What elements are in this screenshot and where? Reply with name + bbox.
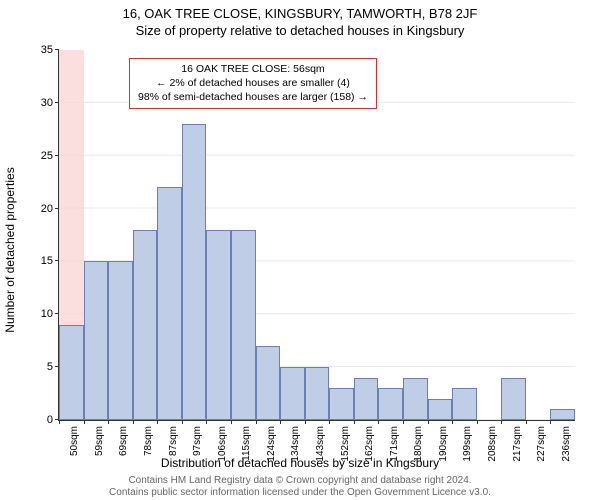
histogram-bar: [329, 388, 354, 420]
y-tick-mark: [55, 49, 59, 50]
histogram-bar: [403, 378, 428, 420]
histogram-bar: [428, 399, 453, 420]
histogram-bar: [59, 325, 84, 420]
y-tick-label: 35: [29, 44, 59, 56]
y-tick-mark: [55, 208, 59, 209]
x-tick-mark: [329, 420, 330, 424]
histogram-bar: [378, 388, 403, 420]
x-tick-label: 69sqm: [118, 426, 129, 456]
annotation-line1: 16 OAK TREE CLOSE: 56sqm: [138, 62, 368, 76]
annotation-callout: 16 OAK TREE CLOSE: 56sqm ← 2% of detache…: [129, 58, 377, 109]
x-tick-mark: [108, 420, 109, 424]
x-tick-mark: [133, 420, 134, 424]
y-tick-label: 15: [29, 255, 59, 267]
x-tick-mark: [206, 420, 207, 424]
y-tick-mark: [55, 313, 59, 314]
y-tick-label: 5: [29, 361, 59, 373]
histogram-bar: [133, 230, 158, 420]
histogram-bar: [84, 261, 109, 420]
annotation-line3: 98% of semi-detached houses are larger (…: [138, 90, 368, 104]
y-tick-label: 0: [29, 414, 59, 426]
title-line2: Size of property relative to detached ho…: [0, 21, 600, 38]
x-tick-mark: [182, 420, 183, 424]
y-axis-label: Number of detached properties: [3, 167, 17, 332]
x-tick-mark: [305, 420, 306, 424]
x-tick-mark: [403, 420, 404, 424]
x-tick-label: 78sqm: [143, 426, 154, 456]
histogram-bar: [452, 388, 477, 420]
x-tick-mark: [354, 420, 355, 424]
histogram-bar: [305, 367, 330, 420]
x-tick-label: 97sqm: [192, 426, 203, 456]
y-tick-mark: [55, 155, 59, 156]
histogram-bar: [550, 409, 575, 420]
x-axis-label: Distribution of detached houses by size …: [0, 456, 600, 470]
x-tick-mark: [428, 420, 429, 424]
histogram-bar: [108, 261, 133, 420]
histogram-bar: [157, 187, 182, 420]
chart-container: 16, OAK TREE CLOSE, KINGSBURY, TAMWORTH,…: [0, 0, 600, 500]
footer-attribution: Contains HM Land Registry data © Crown c…: [0, 475, 600, 499]
x-tick-mark: [477, 420, 478, 424]
y-tick-label: 20: [29, 203, 59, 215]
x-tick-mark: [501, 420, 502, 424]
x-tick-mark: [84, 420, 85, 424]
x-tick-mark: [526, 420, 527, 424]
x-tick-mark: [280, 420, 281, 424]
histogram-bar: [206, 230, 231, 420]
footer-line2: Contains public sector information licen…: [0, 487, 600, 499]
x-tick-mark: [256, 420, 257, 424]
x-tick-label: 50sqm: [69, 426, 80, 456]
histogram-bar: [256, 346, 281, 420]
y-tick-label: 25: [29, 150, 59, 162]
histogram-bar: [231, 230, 256, 420]
x-tick-mark: [157, 420, 158, 424]
histogram-bar: [354, 378, 379, 420]
x-tick-label: 59sqm: [94, 426, 105, 456]
x-tick-mark: [550, 420, 551, 424]
title-line1: 16, OAK TREE CLOSE, KINGSBURY, TAMWORTH,…: [0, 0, 600, 21]
x-tick-mark: [59, 420, 60, 424]
x-tick-label: 87sqm: [168, 426, 179, 456]
x-tick-mark: [231, 420, 232, 424]
y-tick-label: 30: [29, 97, 59, 109]
x-tick-mark: [378, 420, 379, 424]
x-tick-mark: [452, 420, 453, 424]
y-tick-mark: [55, 102, 59, 103]
y-tick-mark: [55, 260, 59, 261]
footer-line1: Contains HM Land Registry data © Crown c…: [0, 475, 600, 487]
histogram-bar: [182, 124, 207, 420]
annotation-line2: ← 2% of detached houses are smaller (4): [138, 76, 368, 90]
y-tick-label: 10: [29, 308, 59, 320]
histogram-bar: [501, 378, 526, 420]
chart-plot-area: 16 OAK TREE CLOSE: 56sqm ← 2% of detache…: [58, 50, 575, 421]
histogram-bar: [280, 367, 305, 420]
